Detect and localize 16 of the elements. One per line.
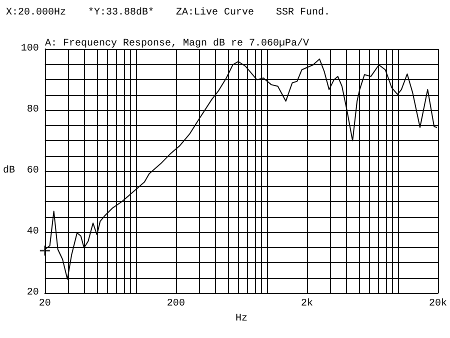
text: X:20.000Hz	[6, 8, 66, 18]
y-tick-label: 80	[26, 104, 39, 116]
y-tick-label: 40	[26, 226, 39, 238]
y-tick-label: 20	[26, 288, 39, 298]
x-tick-label: 20	[38, 298, 51, 310]
x-axis-title: Hz	[235, 313, 248, 324]
text: ZA:Live Curve	[176, 6, 254, 18]
text: SSR Fund.	[276, 6, 330, 18]
x-tick-label: 2k	[300, 298, 313, 310]
text: *Y:33.88dB*	[88, 6, 154, 18]
y-tick-label: 60	[26, 166, 39, 176]
chart-title: A: Frequency Response, Magn dB re 7.060µPa/V	[45, 38, 310, 50]
y-axis-title: dB	[2, 164, 15, 176]
y-tick-label: 100	[20, 44, 39, 54]
x-tick-label: 20k	[428, 298, 448, 310]
x-tick-label: 200	[166, 298, 185, 310]
